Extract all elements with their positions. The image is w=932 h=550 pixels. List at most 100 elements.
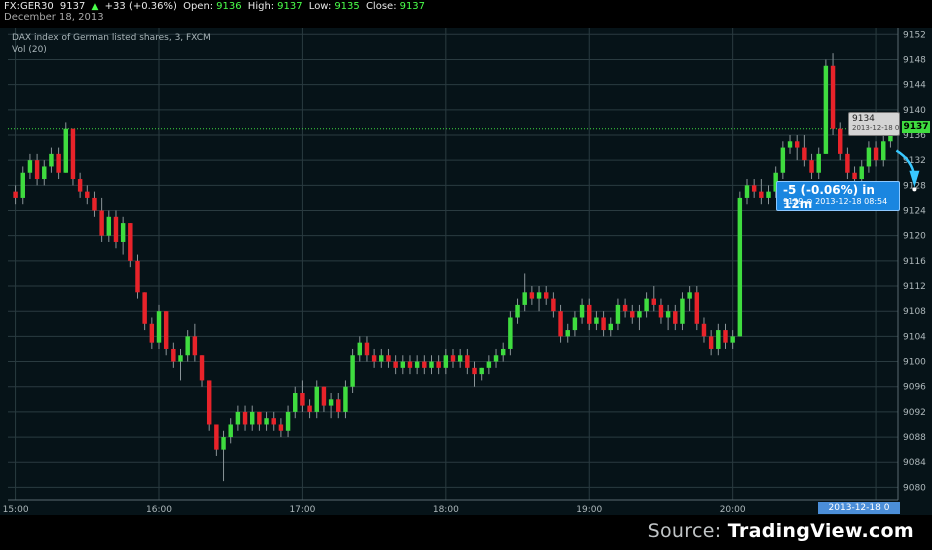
y-tick-label: 9148 <box>903 55 926 65</box>
candle-body <box>579 304 585 318</box>
candle-body <box>766 191 771 198</box>
candle-body <box>687 292 692 299</box>
header-bar: FX:GER30 9137 ▲ +33 (+0.36%) Open: 9136 H… <box>0 0 932 28</box>
symbol-label[interactable]: FX:GER30 <box>4 1 54 12</box>
candle-body <box>780 147 786 173</box>
x-tick-label: 15:00 <box>3 505 29 515</box>
candle-body <box>328 399 334 406</box>
candle-body <box>285 411 291 431</box>
candle-body <box>637 311 642 318</box>
low-value: 9135 <box>334 1 360 12</box>
candle-body <box>644 298 649 312</box>
candle-body <box>214 424 219 450</box>
candle-body <box>106 216 112 236</box>
candle-body <box>630 311 635 318</box>
candle-body <box>830 65 836 129</box>
candle-body <box>307 405 312 412</box>
candle-body <box>701 323 707 337</box>
candle-body <box>536 292 542 299</box>
open-label: Open: <box>183 1 214 12</box>
candle-body <box>457 355 463 362</box>
candle-body <box>572 317 578 331</box>
candle-body <box>192 336 198 356</box>
y-tick-label: 9152 <box>903 30 926 40</box>
indicator-label[interactable]: Vol (20) <box>12 45 47 55</box>
candle-body <box>221 437 226 450</box>
candle-body <box>615 304 621 324</box>
y-tick-label: 9140 <box>903 106 926 116</box>
candle-body <box>680 298 685 324</box>
candle-body <box>486 361 492 368</box>
candle-body <box>85 191 90 198</box>
y-tick-label: 9084 <box>903 458 926 468</box>
candle-body <box>716 330 721 349</box>
candle-body <box>13 191 18 198</box>
high-label: High: <box>247 1 275 12</box>
y-tick-label: 9092 <box>903 408 926 418</box>
candle-body <box>493 355 499 362</box>
candle-body <box>271 418 276 425</box>
date-label: December 18, 2013 <box>4 12 104 23</box>
candle-body <box>242 411 248 425</box>
candle-body <box>321 386 327 406</box>
candle-body <box>751 185 757 192</box>
candle-body <box>587 304 592 324</box>
candle-body <box>837 128 843 154</box>
y-tick-label: 9124 <box>903 207 926 217</box>
source-brand: TradingView.com <box>727 520 914 542</box>
candle-body <box>723 330 728 343</box>
source-credit[interactable]: Source: TradingView.com <box>648 520 914 542</box>
close-label: Close: <box>365 1 397 12</box>
candle-body <box>608 323 613 331</box>
candle-body <box>156 311 162 343</box>
candle-body <box>787 141 793 148</box>
candle-body <box>881 141 886 161</box>
candle-body <box>20 172 25 198</box>
candle-body <box>565 330 570 337</box>
candle-body <box>414 361 420 368</box>
candle-body <box>422 361 427 368</box>
candle-body <box>249 411 255 425</box>
candle-body <box>357 342 363 356</box>
ohlc-line: FX:GER30 9137 ▲ +33 (+0.36%) Open: 9136 H… <box>4 1 428 12</box>
candle-body <box>185 336 190 356</box>
candle-body <box>759 191 764 198</box>
change-value: +33 (+0.36%) <box>104 1 177 12</box>
prediction-sub: 9129 ⊙ 2013-12-18 08:54 <box>783 197 888 206</box>
candle-body <box>845 153 850 173</box>
y-tick-label: 9116 <box>903 257 926 267</box>
y-tick-label: 9088 <box>903 433 926 443</box>
candle-body <box>522 292 527 305</box>
high-value: 9137 <box>277 1 303 12</box>
candle-body <box>336 399 341 412</box>
candle-body <box>228 424 233 438</box>
candle-body <box>665 311 671 318</box>
candle-body <box>77 179 83 192</box>
tooltip-date: 2013-12-18 0 <box>852 124 900 132</box>
candle-body <box>407 361 413 368</box>
candle-body <box>206 380 212 425</box>
candle-body <box>436 361 441 368</box>
y-tick-label: 9104 <box>903 332 926 342</box>
candle-body <box>708 336 714 349</box>
candle-body <box>472 367 477 375</box>
up-arrow-icon: ▲ <box>91 2 99 12</box>
candle-body <box>500 348 506 356</box>
candle-body <box>823 65 829 154</box>
open-value: 9136 <box>216 1 242 12</box>
tooltip-value: 9134 <box>852 114 875 124</box>
candle-body <box>551 298 556 312</box>
candle-body <box>163 311 169 349</box>
candle-body <box>135 260 140 293</box>
candle-body <box>594 317 599 324</box>
candle-body <box>694 292 700 324</box>
y-tick-label: 9132 <box>903 156 926 166</box>
candle-body <box>42 166 47 180</box>
candle-body <box>300 393 305 406</box>
low-label: Low: <box>308 1 332 12</box>
candle-body <box>802 147 807 161</box>
candle-body <box>479 367 484 375</box>
candle-body <box>149 323 155 343</box>
candle-body <box>371 355 377 362</box>
